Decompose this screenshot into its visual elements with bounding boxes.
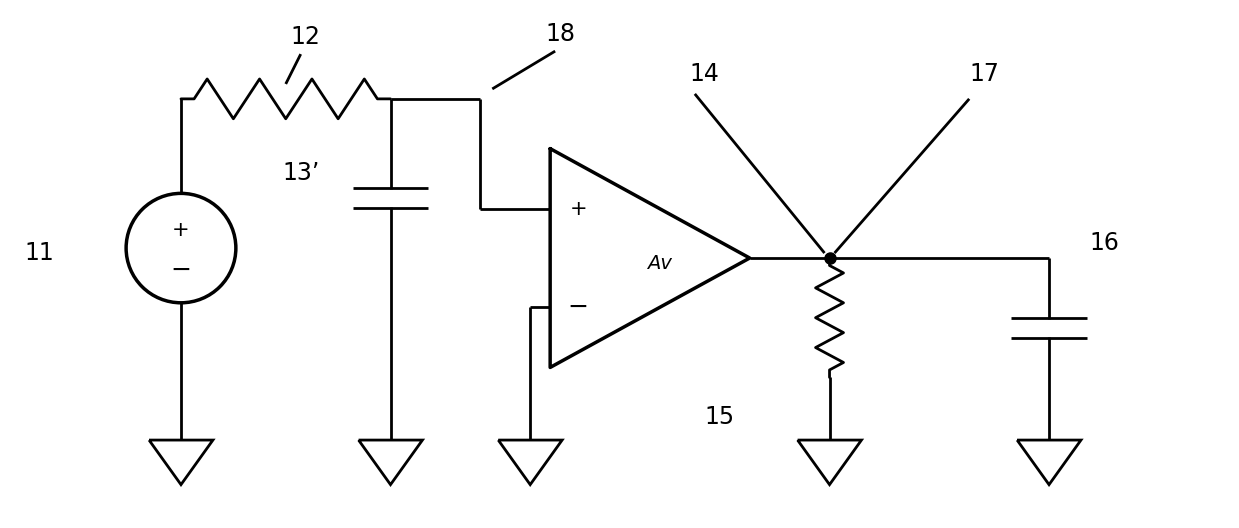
Text: 13’: 13’ xyxy=(282,162,320,185)
Text: −: − xyxy=(171,258,192,282)
Text: 11: 11 xyxy=(25,241,55,265)
Text: 14: 14 xyxy=(690,62,720,86)
Text: 17: 17 xyxy=(969,62,999,86)
Text: −: − xyxy=(567,295,589,319)
Text: 16: 16 xyxy=(1089,231,1119,255)
Text: +: + xyxy=(172,220,190,240)
Text: 15: 15 xyxy=(705,405,735,429)
Text: Av: Av xyxy=(648,253,673,272)
Text: +: + xyxy=(569,199,587,219)
Text: 12: 12 xyxy=(291,25,321,49)
Text: 18: 18 xyxy=(545,22,575,46)
